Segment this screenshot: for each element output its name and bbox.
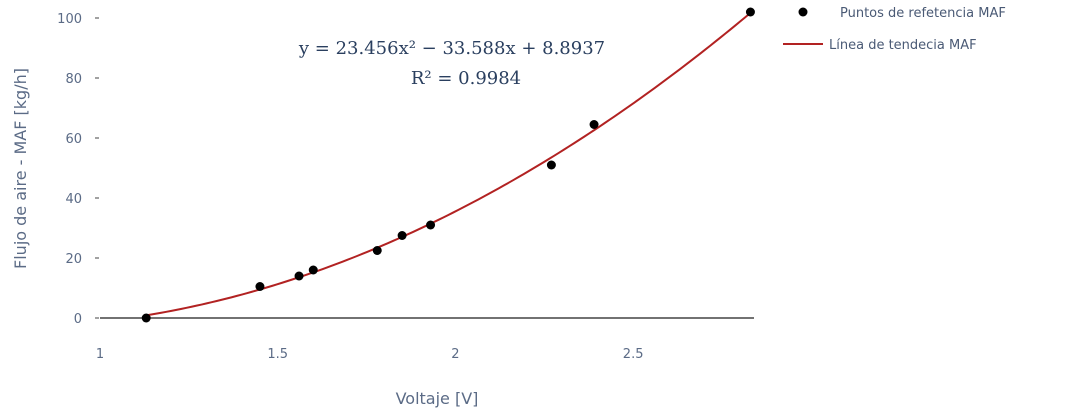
- data-point: [141, 313, 151, 323]
- data-point: [589, 120, 599, 129]
- regression-equation: y = 23.456x² − 33.588x + 8.8937: [298, 38, 605, 59]
- data-point: [426, 220, 436, 230]
- legend-label-points: Puntos de refetencia MAF: [840, 6, 1006, 21]
- y-tick-label: 40: [65, 192, 82, 207]
- legend[interactable]: Puntos de refetencia MAF Línea de tendec…: [783, 6, 1006, 53]
- x-tick-label: 2: [451, 347, 459, 362]
- x-tick-label: 1: [96, 347, 104, 362]
- y-tick-label: 60: [65, 132, 82, 147]
- y-axis-title: Flujo de aire - MAF [kg/h]: [11, 68, 30, 269]
- y-tick-label: 80: [65, 72, 82, 87]
- data-point: [745, 7, 755, 17]
- data-point: [372, 246, 382, 255]
- x-tick-label: 2.5: [623, 347, 644, 362]
- legend-label-trendline: Línea de tendecia MAF: [829, 38, 977, 53]
- y-tick-label: 0: [74, 312, 82, 327]
- x-tick-label: 1.5: [267, 347, 288, 362]
- r-squared-label: R² = 0.9984: [411, 68, 521, 89]
- axis-layer: 0 20 40 60 80 100 1 1.5 2 2.5: [57, 12, 643, 362]
- x-axis-title: Voltaje [V]: [396, 389, 479, 408]
- y-tick-label: 100: [57, 12, 82, 27]
- data-point: [294, 271, 304, 281]
- legend-marker-points: [798, 7, 808, 17]
- data-point: [308, 265, 318, 275]
- data-point: [546, 160, 556, 170]
- data-point: [255, 282, 265, 291]
- points-layer: [141, 7, 755, 323]
- data-point: [397, 231, 407, 240]
- trend-layer: [146, 12, 752, 317]
- y-tick-label: 20: [65, 252, 82, 267]
- trendline: [146, 12, 752, 317]
